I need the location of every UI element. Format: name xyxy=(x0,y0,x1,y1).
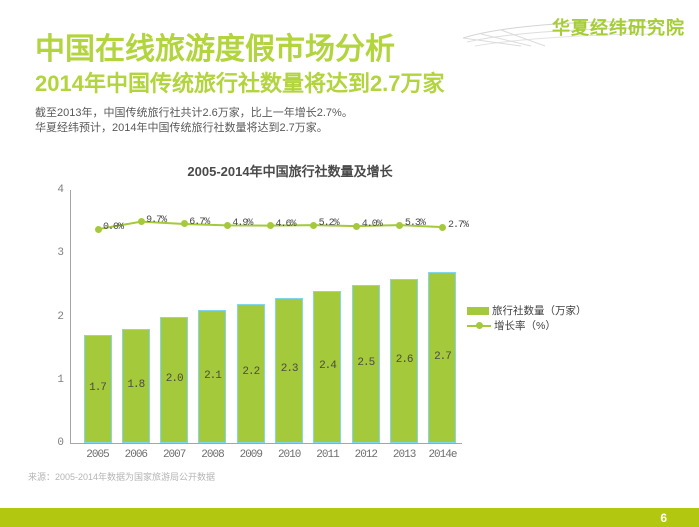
chart-title: 2005-2014年中国旅行社数量及增长 xyxy=(187,164,393,179)
x-label-2005: 2005 xyxy=(86,449,109,461)
y-tick-0: 0 xyxy=(57,437,64,449)
growth-point-0 xyxy=(94,225,102,233)
bar-2010 xyxy=(275,297,304,443)
growth-label-0: 0.0% xyxy=(103,222,124,234)
legend-item-bars: 旅行社数量（万家） xyxy=(467,303,587,318)
bar-2005 xyxy=(83,335,112,443)
y-tick-2: 2 xyxy=(57,310,64,323)
x-label-2010: 2010 xyxy=(277,449,301,461)
footer-bar: 6 xyxy=(0,508,699,527)
x-label-2012: 2012 xyxy=(354,449,378,461)
growth-label-2: 6.7% xyxy=(189,216,210,228)
body-text-line1: 截至2013年，中国传统旅行社共计2.6万家，比上一年增长2.7%。 xyxy=(35,107,353,119)
bar-2009 xyxy=(236,303,265,443)
legend-line-swatch xyxy=(467,321,491,329)
chart-legend: 旅行社数量（万家） 增长率（%） xyxy=(467,303,587,333)
growth-point-4 xyxy=(266,222,274,230)
bar-value-2006: 1.8 xyxy=(127,379,145,392)
growth-label-6: 4.0% xyxy=(361,219,383,231)
growth-point-3 xyxy=(223,221,231,229)
body-text-line2: 华夏经纬预计，2014年中国传统旅行社数量将达到2.7万家。 xyxy=(35,122,328,134)
x-label-2011: 2011 xyxy=(316,449,339,461)
growth-label-8: 2.7% xyxy=(447,220,469,232)
logo-wing-icon xyxy=(462,21,660,47)
growth-point-2 xyxy=(180,220,188,228)
growth-point-7 xyxy=(396,221,404,229)
bar-2008 xyxy=(198,310,227,443)
bar-value-2010: 2.3 xyxy=(280,363,299,376)
page-number: 6 xyxy=(660,511,667,525)
growth-label-4: 4.6% xyxy=(275,218,296,230)
growth-label-5: 5.2% xyxy=(318,218,340,230)
bar-value-2013: 2.6 xyxy=(395,353,414,366)
y-tick-3: 3 xyxy=(57,247,64,260)
legend-line-dot xyxy=(476,321,483,329)
growth-point-1 xyxy=(137,218,145,226)
growth-point-8 xyxy=(439,223,447,231)
legend-line-label: 增长率（%） xyxy=(494,320,556,332)
x-label-2008: 2008 xyxy=(201,449,224,461)
x-label-2006: 2006 xyxy=(124,449,148,461)
growth-label-7: 5.3% xyxy=(404,218,426,230)
growth-point-5 xyxy=(310,221,318,229)
x-label-2007: 2007 xyxy=(162,449,186,461)
page-subtitle: 2014年中国传统旅行社数量将达到2.7万家 xyxy=(35,71,445,96)
bar-value-2011: 2.4 xyxy=(319,360,337,373)
bar-2014e xyxy=(428,272,457,443)
legend-item-line: 增长率（%） xyxy=(467,318,587,333)
page-title: 中国在线旅游度假市场分析 xyxy=(35,33,395,66)
bar-value-2005: 1.7 xyxy=(89,382,107,395)
bar-2007 xyxy=(160,316,189,443)
source-note: 来源：2005-2014年数据为国家旅游局公开数据 xyxy=(28,472,216,482)
bar-2006 xyxy=(121,329,150,443)
bar-2013 xyxy=(390,278,419,443)
x-axis-line xyxy=(70,443,462,444)
y-tick-1: 1 xyxy=(57,373,64,386)
bar-2011 xyxy=(313,291,342,443)
legend-bar-label: 旅行社数量（万家） xyxy=(492,305,587,317)
legend-bar-swatch xyxy=(467,306,489,315)
bar-value-2009: 2.2 xyxy=(242,366,260,379)
bar-value-2012: 2.5 xyxy=(357,356,375,369)
bar-value-2008: 2.1 xyxy=(204,369,222,382)
bar-value-2007: 2.0 xyxy=(165,372,184,385)
x-label-2014e: 2014e xyxy=(428,449,457,461)
y-tick-4: 4 xyxy=(57,184,64,196)
travel-agency-chart: 2005-2014年中国旅行社数量及增长 0 1 2 3 4 1.7 1.8 2.0 2.1 2… xyxy=(0,155,699,467)
x-label-2013: 2013 xyxy=(392,449,416,461)
growth-label-3: 4.9% xyxy=(232,218,253,230)
logo-text: 华夏经纬研究院 xyxy=(552,18,685,38)
bar-value-2014e: 2.7 xyxy=(434,350,452,363)
bar-2012 xyxy=(351,284,380,443)
y-axis-line xyxy=(70,190,71,443)
logo: 华夏经纬研究院 xyxy=(462,8,689,50)
growth-label-1: 9.7% xyxy=(146,214,167,226)
growth-point-6 xyxy=(353,222,361,230)
x-label-2009: 2009 xyxy=(239,449,263,461)
